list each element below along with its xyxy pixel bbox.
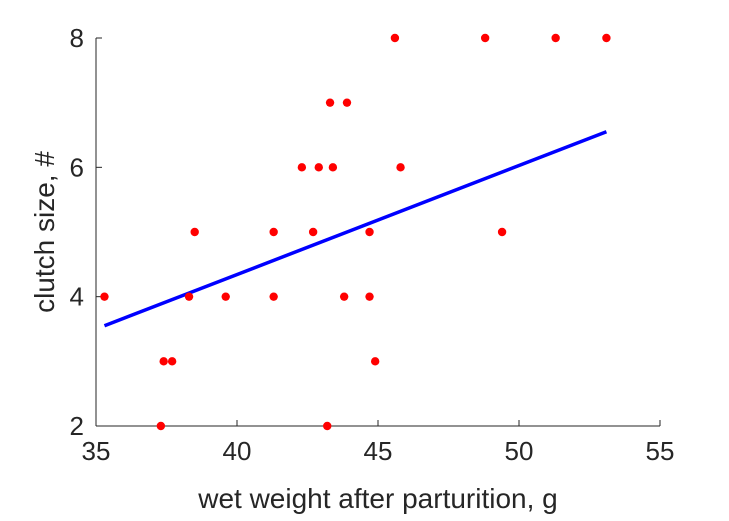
data-point <box>269 227 278 237</box>
y-axis-label: clutch size, # <box>29 151 60 313</box>
fit-line <box>103 130 608 328</box>
data-point <box>551 33 560 43</box>
data-point <box>269 292 278 301</box>
data-point <box>156 421 166 431</box>
y-tick-label: 2 <box>70 411 84 441</box>
data-point <box>328 163 338 172</box>
axes <box>95 38 660 427</box>
data-point <box>370 357 380 366</box>
y-tick-label: 6 <box>70 152 84 182</box>
data-point <box>390 33 400 43</box>
x-tick-label: 45 <box>364 436 393 466</box>
ticks: 35 40 45 50 55 2 4 6 8 <box>70 23 675 466</box>
y-tick-label: 8 <box>70 23 84 53</box>
x-tick-label: 55 <box>646 436 675 466</box>
data-point <box>297 163 307 172</box>
data-point <box>365 227 374 237</box>
data-point <box>221 292 230 301</box>
x-axis-label: wet weight after parturition, g <box>197 483 558 514</box>
data-point <box>190 227 199 237</box>
data-point <box>308 227 318 237</box>
data-point <box>167 357 177 366</box>
data-point <box>314 163 323 172</box>
data-point <box>184 292 194 301</box>
data-point <box>323 421 332 431</box>
x-tick-label: 35 <box>82 436 111 466</box>
data-point <box>325 98 335 107</box>
data-point <box>100 292 109 301</box>
x-tick-label: 40 <box>223 436 252 466</box>
data-point <box>339 292 349 301</box>
data-point <box>497 227 507 237</box>
data-point <box>365 292 374 301</box>
y-tick-label: 4 <box>70 282 84 312</box>
data-points <box>100 33 611 431</box>
x-tick-label: 50 <box>505 436 534 466</box>
data-point <box>396 163 405 172</box>
data-point <box>342 98 352 107</box>
data-point <box>159 357 168 366</box>
fit-line-layer <box>103 130 608 328</box>
data-point <box>602 33 611 43</box>
data-point <box>480 33 490 43</box>
